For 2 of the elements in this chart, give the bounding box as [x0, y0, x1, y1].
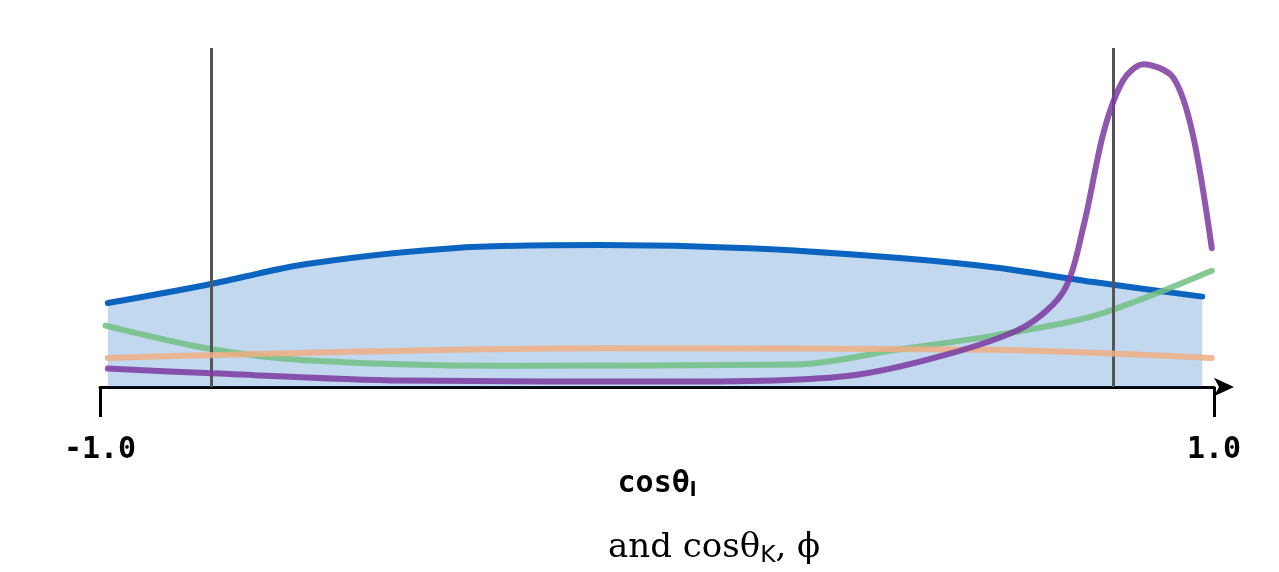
x-tick-label: -1.0 — [63, 429, 137, 465]
x-tick-label: 1.0 — [1186, 429, 1242, 465]
